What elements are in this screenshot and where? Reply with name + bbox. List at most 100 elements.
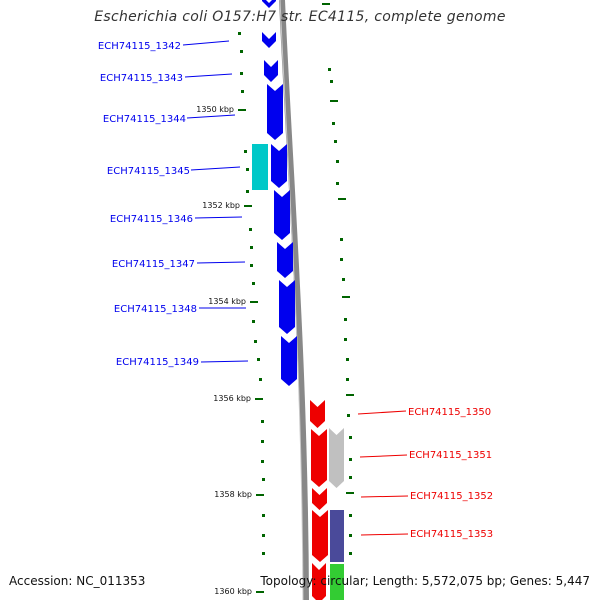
minor-tick xyxy=(246,190,249,193)
minor-tick xyxy=(340,258,343,261)
forward-gene-leader xyxy=(194,216,243,219)
major-tick xyxy=(238,109,246,111)
minor-tick xyxy=(252,320,255,323)
forward-gene-leader xyxy=(190,166,241,171)
minor-tick xyxy=(347,414,350,417)
forward-gene-label[interactable]: ECH74115_1346 xyxy=(110,214,193,225)
purple-feature[interactable] xyxy=(330,510,344,562)
major-tick xyxy=(342,296,350,298)
minor-tick xyxy=(330,80,333,83)
reverse-gene-label[interactable]: ECH74115_1353 xyxy=(410,529,493,540)
gene-features xyxy=(252,0,344,604)
reverse-gene-leader xyxy=(359,454,408,458)
backbone-highlight xyxy=(279,0,304,601)
minor-tick xyxy=(349,514,352,517)
accession-text: Accession: NC_011353 xyxy=(9,574,146,588)
minor-tick xyxy=(259,378,262,381)
minor-tick xyxy=(332,122,335,125)
minor-tick xyxy=(250,264,253,267)
major-tick xyxy=(346,492,354,494)
minor-tick xyxy=(349,476,352,479)
minor-tick xyxy=(262,534,265,537)
reverse-gene-leader xyxy=(360,533,409,536)
minor-tick xyxy=(240,72,243,75)
genome-title: Escherichia coli O157:H7 str. EC4115, co… xyxy=(94,9,506,25)
minor-tick xyxy=(349,436,352,439)
minor-tick xyxy=(346,358,349,361)
position-tick-label: 1354 kbp xyxy=(208,297,246,306)
forward-gene-leader xyxy=(184,73,233,78)
major-tick xyxy=(346,394,354,396)
forward-gene-label[interactable]: ECH74115_1349 xyxy=(116,357,199,368)
backbone-line xyxy=(279,0,309,601)
major-tick xyxy=(250,301,258,303)
position-tick-label: 1356 kbp xyxy=(213,394,251,403)
reverse-gene-feature[interactable] xyxy=(312,563,326,603)
reverse-gene-leader xyxy=(360,495,409,498)
forward-gene-label[interactable]: ECH74115_1344 xyxy=(103,114,186,125)
forward-gene-feature[interactable] xyxy=(277,242,293,278)
minor-tick xyxy=(240,50,243,53)
minor-tick xyxy=(246,168,249,171)
position-tick-label: 1358 kbp xyxy=(214,490,252,499)
forward-gene-feature[interactable] xyxy=(262,32,276,48)
forward-gene-feature[interactable] xyxy=(267,84,283,140)
forward-gene-feature[interactable] xyxy=(274,190,290,240)
reverse-gene-feature[interactable] xyxy=(311,429,327,487)
forward-gene-feature[interactable] xyxy=(271,144,287,188)
reverse-gene-feature[interactable] xyxy=(310,400,325,428)
reverse-gene-label[interactable]: ECH74115_1351 xyxy=(409,450,492,461)
major-tick xyxy=(338,198,346,200)
forward-gene-leader xyxy=(186,114,236,119)
major-tick xyxy=(256,494,264,496)
genome-backbone xyxy=(279,0,309,601)
minor-tick xyxy=(349,534,352,537)
reverse-gene-feature[interactable] xyxy=(312,510,328,562)
minor-tick xyxy=(257,358,260,361)
teal-feature[interactable] xyxy=(252,144,268,190)
reverse-gene-label[interactable]: ECH74115_1352 xyxy=(410,491,493,502)
position-tick-label: 1352 kbp xyxy=(202,201,240,210)
genome-summary-text: Topology: circular; Length: 5,572,075 bp… xyxy=(260,574,590,588)
forward-gene-label[interactable]: ECH74115_1343 xyxy=(100,73,183,84)
minor-tick xyxy=(250,246,253,249)
forward-gene-leader xyxy=(200,360,249,363)
minor-tick xyxy=(262,478,265,481)
forward-gene-feature[interactable] xyxy=(281,336,297,386)
reverse-gene-label[interactable]: ECH74115_1350 xyxy=(408,407,491,418)
minor-tick xyxy=(261,420,264,423)
forward-gene-label[interactable]: ECH74115_1348 xyxy=(114,304,197,315)
forward-gene-feature[interactable] xyxy=(262,0,276,8)
major-tick xyxy=(255,398,263,400)
forward-gene-label[interactable]: ECH74115_1345 xyxy=(107,166,190,177)
minor-tick xyxy=(254,340,257,343)
minor-tick xyxy=(336,182,339,185)
minor-tick xyxy=(238,32,241,35)
grey-feature[interactable] xyxy=(329,428,344,488)
minor-tick xyxy=(349,552,352,555)
minor-tick xyxy=(261,460,264,463)
position-tick-label: 1350 kbp xyxy=(196,105,234,114)
minor-tick xyxy=(261,440,264,443)
green-feature[interactable] xyxy=(330,564,344,604)
major-tick xyxy=(330,100,338,102)
gene-labels: ECH74115_1342 ECH74115_1343 ECH74115_1344 E… xyxy=(98,40,493,540)
minor-tick xyxy=(241,90,244,93)
minor-tick xyxy=(336,160,339,163)
forward-gene-feature[interactable] xyxy=(279,280,295,334)
forward-gene-label[interactable]: ECH74115_1347 xyxy=(112,259,195,270)
minor-tick xyxy=(334,140,337,143)
minor-tick xyxy=(346,378,349,381)
forward-gene-feature[interactable] xyxy=(264,60,278,82)
major-tick xyxy=(256,591,264,593)
forward-gene-label[interactable]: ECH74115_1342 xyxy=(98,41,181,52)
minor-tick xyxy=(342,278,345,281)
minor-tick xyxy=(252,282,255,285)
reverse-gene-feature[interactable] xyxy=(312,488,327,510)
major-tick xyxy=(244,205,252,207)
minor-tick xyxy=(244,150,247,153)
minor-tick xyxy=(349,458,352,461)
minor-tick xyxy=(262,514,265,517)
